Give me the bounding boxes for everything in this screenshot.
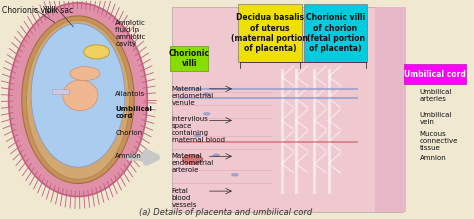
Text: Mucous
connective
tissue: Mucous connective tissue: [420, 131, 458, 151]
Text: Maternal
endometrial
arterole: Maternal endometrial arterole: [172, 153, 214, 173]
Circle shape: [203, 112, 210, 116]
Ellipse shape: [22, 16, 134, 184]
Ellipse shape: [9, 3, 147, 196]
Text: Fetal
blood
vessels: Fetal blood vessels: [172, 188, 197, 208]
Circle shape: [203, 92, 210, 96]
Text: Chorionic villi: Chorionic villi: [1, 6, 54, 15]
Ellipse shape: [84, 45, 109, 59]
Text: Amniotic
fluid in
amniotic
cavity: Amniotic fluid in amniotic cavity: [116, 20, 146, 47]
Circle shape: [212, 154, 220, 157]
Text: Umbilical cord: Umbilical cord: [404, 70, 466, 79]
Circle shape: [70, 67, 100, 81]
FancyBboxPatch shape: [170, 46, 208, 71]
Text: Umbilical
vein: Umbilical vein: [420, 112, 452, 125]
Ellipse shape: [63, 80, 98, 111]
Ellipse shape: [27, 20, 129, 179]
Text: Maternal
endometrial
venule: Maternal endometrial venule: [172, 86, 214, 106]
Circle shape: [194, 134, 201, 137]
FancyBboxPatch shape: [404, 64, 466, 84]
FancyBboxPatch shape: [172, 7, 403, 212]
Circle shape: [231, 173, 238, 177]
FancyBboxPatch shape: [375, 7, 406, 212]
Bar: [52, 89, 69, 94]
Text: Allantois: Allantois: [116, 91, 146, 97]
FancyArrowPatch shape: [130, 152, 156, 162]
FancyBboxPatch shape: [238, 4, 302, 62]
Text: Intervilous
space
containing
maternal blood: Intervilous space containing maternal bl…: [172, 116, 225, 143]
FancyBboxPatch shape: [304, 4, 367, 62]
Text: Chorionic
villi: Chorionic villi: [169, 49, 210, 68]
Text: Chorion: Chorion: [116, 130, 143, 136]
Text: (a) Details of placenta and umbilical cord: (a) Details of placenta and umbilical co…: [139, 208, 312, 217]
Ellipse shape: [31, 24, 125, 167]
Text: Umbilical
arteries: Umbilical arteries: [420, 89, 452, 102]
Text: Amnion: Amnion: [116, 153, 142, 159]
Circle shape: [182, 155, 203, 164]
Text: Yolk sac: Yolk sac: [43, 6, 73, 15]
Text: Decidua basalis
of uterus
(maternal portion
of placenta): Decidua basalis of uterus (maternal port…: [231, 13, 309, 53]
Text: Chorionic villi
of chorion
(fetal portion
of placenta): Chorionic villi of chorion (fetal portio…: [306, 13, 365, 53]
Text: Amnion: Amnion: [420, 155, 447, 161]
Text: Umbilical
cord: Umbilical cord: [116, 106, 152, 119]
